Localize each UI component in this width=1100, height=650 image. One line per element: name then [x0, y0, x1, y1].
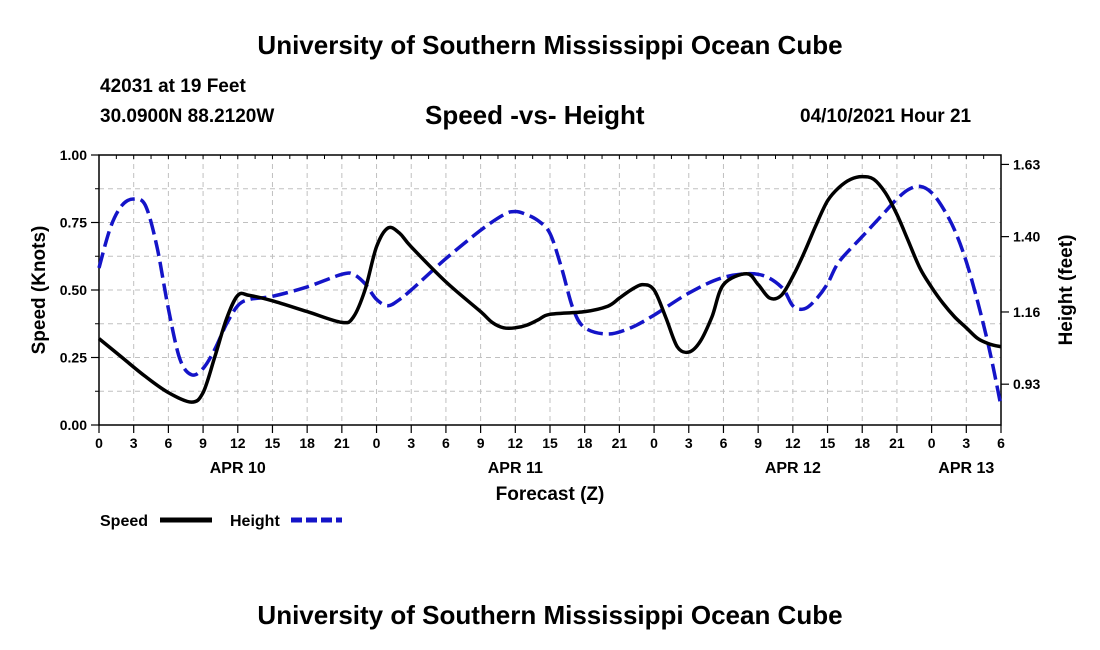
- x-tick-label: 0: [373, 435, 381, 451]
- y2-tick-label: 1.40: [1013, 229, 1040, 245]
- day-label: APR 12: [765, 460, 821, 477]
- x-tick-label: 9: [754, 435, 762, 451]
- x-tick-label: 15: [542, 435, 558, 451]
- x-tick-label: 21: [889, 435, 905, 451]
- page-title: University of Southern Mississippi Ocean…: [257, 30, 843, 60]
- x-tick-label: 12: [785, 435, 801, 451]
- x-tick-label: 9: [477, 435, 485, 451]
- x-axis-label: Forecast (Z): [496, 484, 605, 505]
- height-series-line: [97, 184, 1003, 407]
- date-stamp: 04/10/2021 Hour 21: [800, 106, 972, 127]
- x-tick-label: 6: [720, 435, 728, 451]
- x-tick-label: 6: [164, 435, 172, 451]
- y-tick-label: 0.00: [60, 417, 87, 433]
- y-tick-label: 0.75: [60, 215, 87, 231]
- x-tick-label: 6: [442, 435, 450, 451]
- series: [97, 174, 1003, 407]
- legend-height-label: Height: [230, 513, 280, 530]
- x-tick-label: 3: [962, 435, 970, 451]
- axes: 0 3 6 9 12 15 18 21 0 3 6 9 12 15 18 21 0 3 6 9 12 15 18 21 0 3 6 0…: [60, 147, 1041, 477]
- x-tick-label: 18: [854, 435, 870, 451]
- chart-title: Speed -vs- Height: [425, 100, 645, 130]
- day-label: APR 10: [210, 460, 266, 477]
- y2-tick-label: 1.63: [1013, 156, 1040, 172]
- x-tick-label: 15: [265, 435, 281, 451]
- x-tick-label: 9: [199, 435, 207, 451]
- x-tick-label: 3: [130, 435, 138, 451]
- grid: [99, 155, 1001, 425]
- x-tick-label: 18: [299, 435, 315, 451]
- x-tick-label: 12: [508, 435, 524, 451]
- x-tick-label: 12: [230, 435, 246, 451]
- y2-tick-label: 1.16: [1013, 304, 1040, 320]
- y-tick-label: 0.25: [60, 350, 87, 366]
- legend: Speed Height: [100, 513, 342, 530]
- x-tick-label: 6: [997, 435, 1005, 451]
- y-axis-label: Speed (Knots): [29, 226, 50, 355]
- y2-axis-label: Height (feet): [1056, 235, 1077, 346]
- x-tick-label: 0: [95, 435, 103, 451]
- x-tick-label: 18: [577, 435, 593, 451]
- x-tick-label: 3: [685, 435, 693, 451]
- x-tick-label: 0: [928, 435, 936, 451]
- y-tick-label: 1.00: [60, 147, 87, 163]
- day-label: APR 13: [938, 460, 994, 477]
- x-tick-label: 21: [612, 435, 628, 451]
- x-tick-label: 0: [650, 435, 658, 451]
- y2-tick-label: 0.93: [1013, 376, 1040, 392]
- x-tick-label: 21: [334, 435, 350, 451]
- day-label: APR 11: [488, 460, 543, 477]
- x-tick-label: 15: [820, 435, 836, 451]
- footer-title: University of Southern Mississippi Ocean…: [257, 600, 843, 630]
- legend-speed-label: Speed: [100, 513, 148, 530]
- x-tick-label: 3: [407, 435, 415, 451]
- coordinates-label: 30.0900N 88.2120W: [100, 106, 275, 127]
- y-tick-label: 0.50: [60, 282, 87, 298]
- station-label: 42031 at 19 Feet: [100, 76, 246, 97]
- speed-series-line: [97, 174, 1002, 404]
